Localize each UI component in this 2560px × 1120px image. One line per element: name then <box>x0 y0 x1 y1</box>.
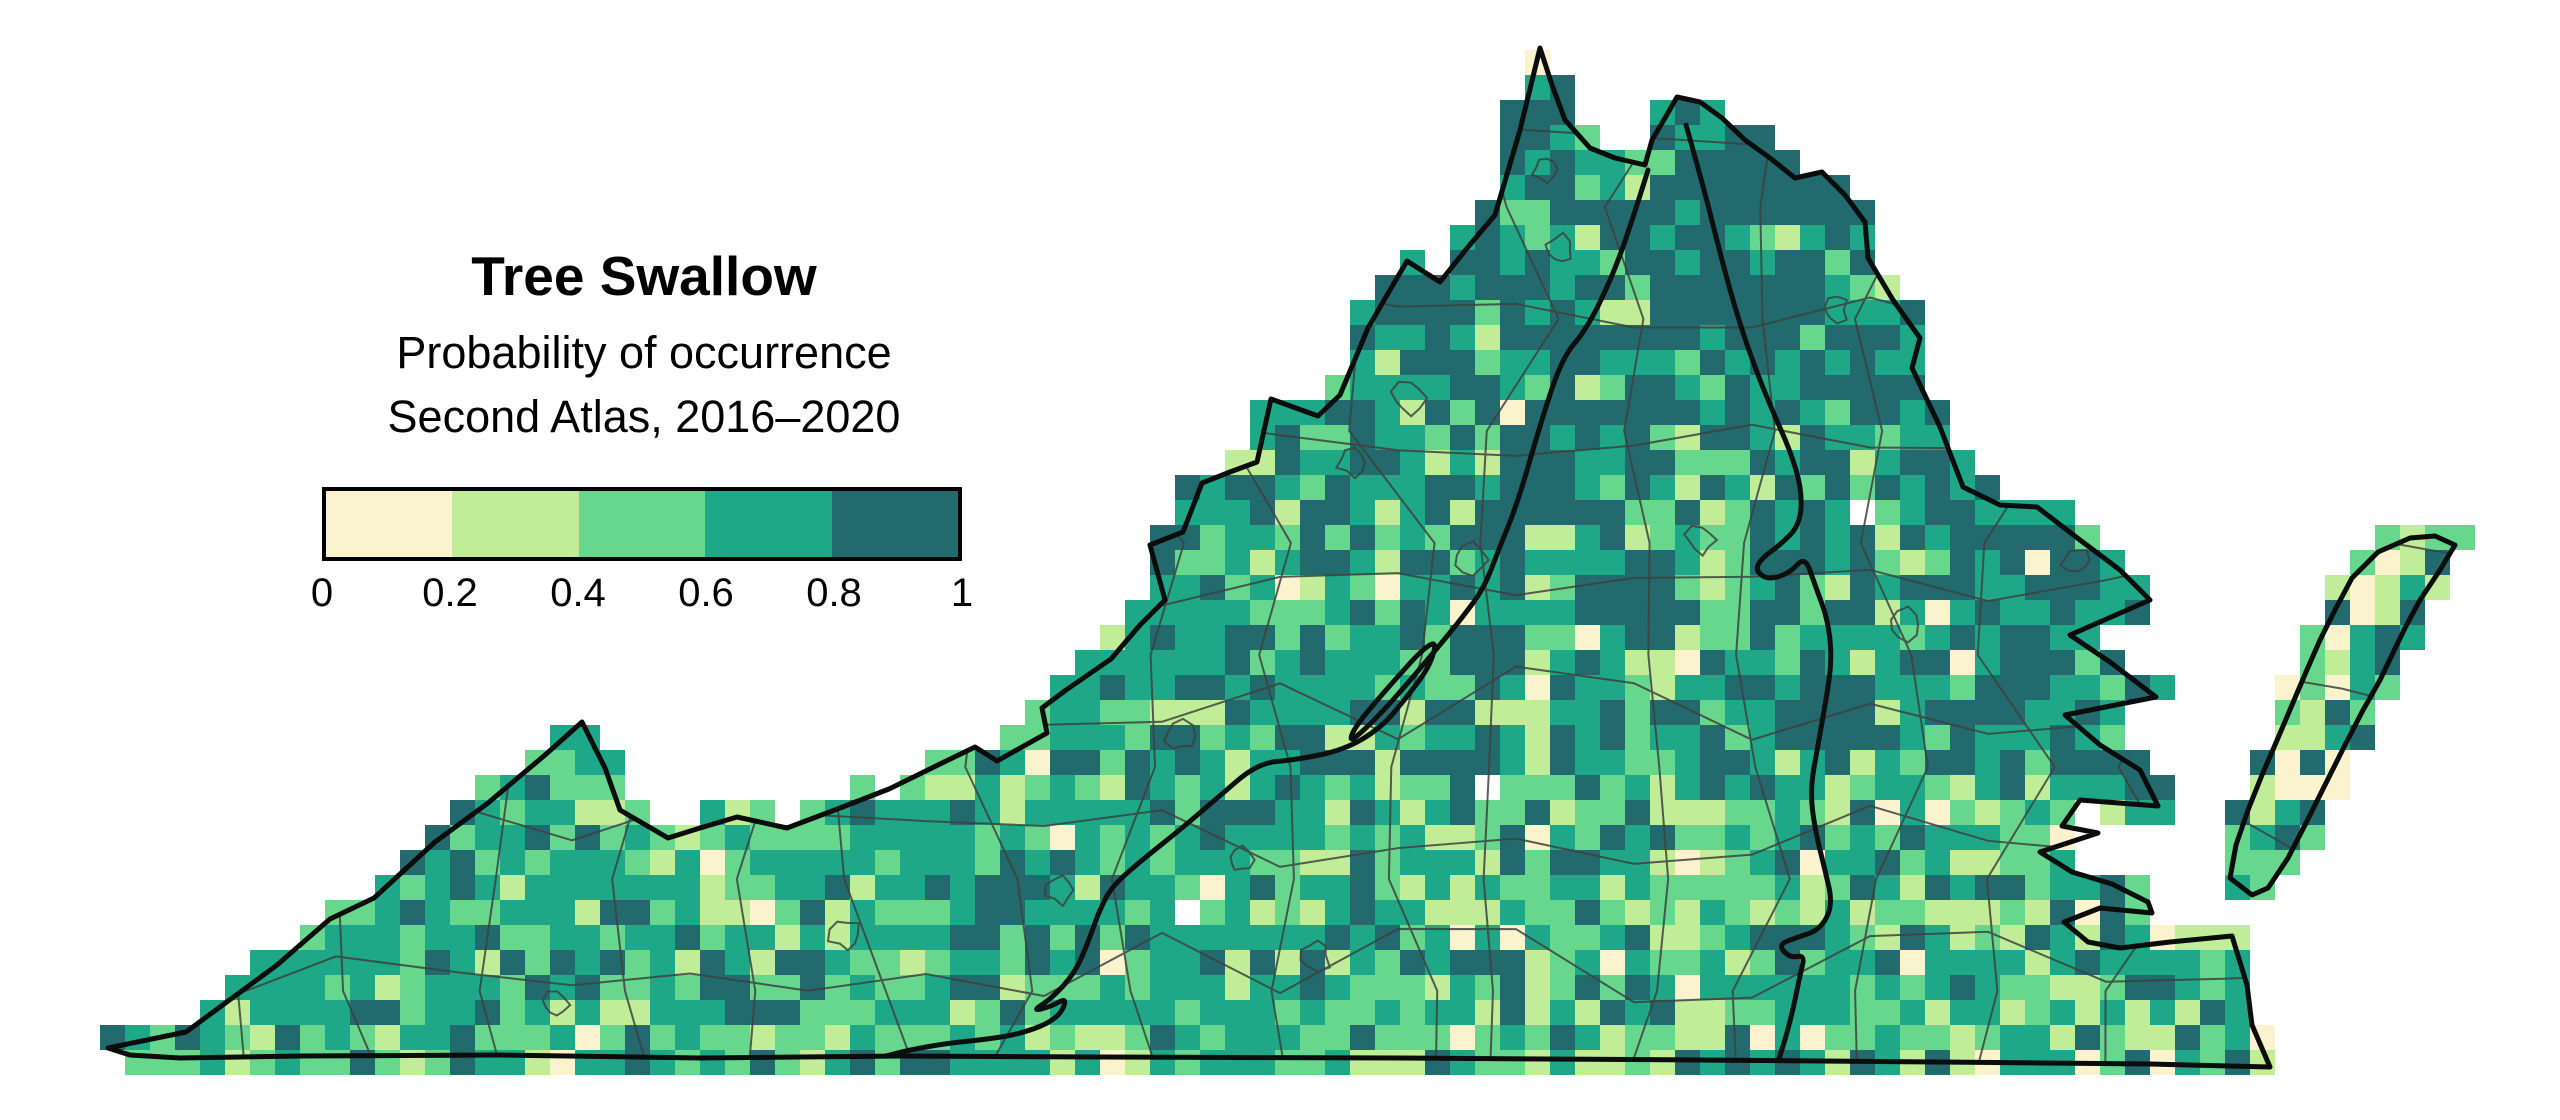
legend-tick-label: 0.8 <box>806 571 862 615</box>
legend-color-bar <box>322 487 962 561</box>
species-title: Tree Swallow <box>471 245 817 307</box>
state-outline-layer <box>105 45 2458 1070</box>
legend-tick-label: 1 <box>950 571 974 615</box>
legend-tick-label: 0.4 <box>550 571 606 615</box>
map-title-block: Tree Swallow Probability of occurrence S… <box>318 242 970 453</box>
legend-colorbar: 0 0.2 0.4 0.6 0.8 1 <box>311 487 973 617</box>
legend-tick-label: 0.2 <box>422 571 478 615</box>
legend-band-0.2-0.4 <box>452 491 579 557</box>
legend-band-0.4-0.6 <box>578 491 706 557</box>
legend-tick-labels: 0 0.2 0.4 0.6 0.8 1 <box>311 571 973 617</box>
legend-band-0.8-1 <box>831 491 959 557</box>
map-subtitle: Probability of occurrence <box>396 326 892 378</box>
ecoregion-boundaries-layer <box>875 122 1834 1065</box>
legend-tick-label: 0 <box>310 571 334 615</box>
legend-tick-label: 0.6 <box>678 571 734 615</box>
map-subtitle-atlas-period: Second Atlas, 2016–2020 <box>387 391 901 442</box>
legend-band-0.6-0.8 <box>705 491 832 557</box>
legend-band-0-0.2 <box>326 491 453 557</box>
